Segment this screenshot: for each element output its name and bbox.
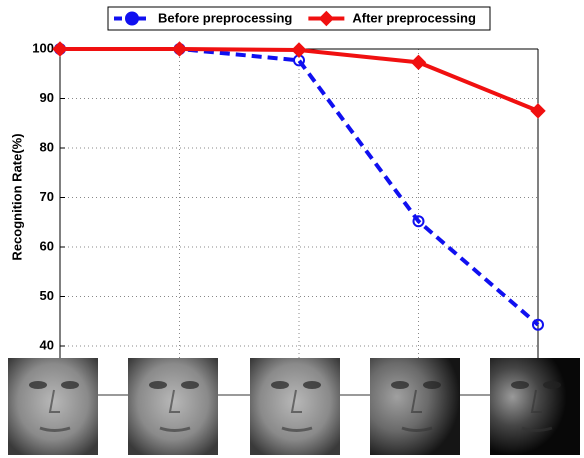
legend-box — [107, 6, 491, 31]
y-tick-label: 70 — [40, 189, 54, 204]
y-tick-label: 90 — [40, 90, 54, 105]
face-bg — [8, 358, 98, 455]
data-line — [60, 47, 540, 327]
face-eye — [303, 381, 321, 389]
legend-label: Before preprocessing — [158, 10, 292, 25]
face-eye — [271, 381, 289, 389]
face-nose — [530, 389, 542, 413]
face-nose — [168, 389, 180, 413]
marker — [171, 41, 188, 57]
y-tick-label: 80 — [40, 139, 54, 154]
marker — [291, 42, 307, 58]
face-image — [250, 358, 340, 455]
marker — [530, 103, 546, 119]
face-mouth — [39, 426, 71, 432]
face-bg — [128, 358, 218, 455]
face-eye — [423, 381, 441, 389]
face-eye — [181, 381, 199, 389]
face-mouth — [521, 426, 553, 432]
legend: Before preprocessing After preprocessing — [107, 6, 491, 31]
face-nose — [290, 389, 302, 413]
y-axis-label: Recognition Rate(%) — [9, 133, 24, 260]
y-tick-label: 50 — [40, 288, 54, 303]
face-eye — [149, 381, 167, 389]
marker — [125, 11, 139, 26]
y-tick-label: 60 — [40, 238, 54, 253]
face-eye — [511, 381, 529, 389]
marker — [532, 318, 544, 331]
marker — [318, 10, 335, 27]
face-image — [128, 358, 218, 455]
face-bg — [370, 358, 460, 455]
marker — [52, 41, 68, 57]
face-nose — [410, 389, 422, 413]
face-mouth — [401, 426, 433, 432]
face-image — [490, 358, 580, 455]
marker — [412, 215, 425, 228]
face-mouth — [159, 426, 191, 432]
face-eye — [391, 381, 409, 389]
y-tick-label: 100 — [32, 40, 54, 55]
face-mouth — [281, 426, 313, 432]
face-image — [370, 358, 460, 455]
face-image — [8, 358, 98, 455]
face-bg — [490, 358, 580, 455]
marker — [410, 54, 427, 71]
legend-label: After preprocessing — [352, 10, 476, 25]
face-eye — [61, 381, 79, 389]
face-eye — [29, 381, 47, 389]
face-bg — [250, 358, 340, 455]
y-tick-label: 40 — [40, 337, 54, 352]
face-nose — [48, 389, 60, 413]
face-eye — [543, 381, 561, 389]
